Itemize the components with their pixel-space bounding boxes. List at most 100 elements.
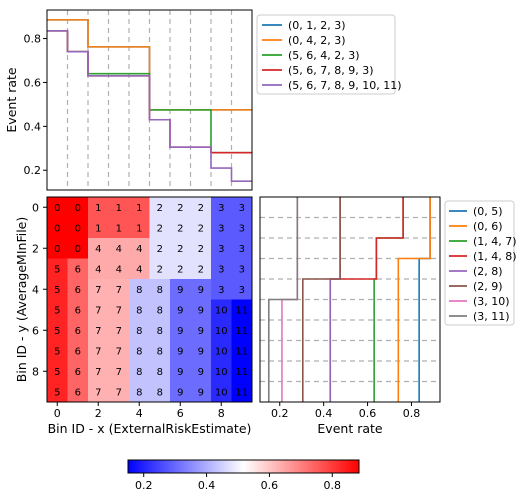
heatmap-cell bbox=[170, 361, 191, 382]
heatmap-cell bbox=[108, 320, 130, 341]
top-legend: (0, 1, 2, 3) (0, 4, 2, 3) (5, 6, 4, 2, 3) (… bbox=[256, 14, 402, 95]
heatmap-cell bbox=[211, 340, 232, 362]
heatmap-cell bbox=[47, 238, 68, 259]
x-tick-label: 0.4 bbox=[315, 407, 333, 420]
heatmap-cell bbox=[88, 197, 109, 218]
heatmap-cell bbox=[67, 340, 89, 362]
heatmap-cell bbox=[149, 340, 171, 362]
heatmap-cell bbox=[47, 279, 68, 300]
cell-label: 9 bbox=[198, 367, 204, 378]
heatmap-cell bbox=[67, 299, 89, 321]
legend-label: (1, 4, 7) bbox=[473, 235, 517, 248]
heatmap-cell bbox=[67, 381, 89, 403]
heatmap-cell bbox=[211, 258, 232, 280]
heatmap-cell bbox=[211, 361, 232, 382]
heatmap-cell bbox=[47, 381, 68, 403]
heatmap-cell bbox=[129, 279, 150, 300]
heatmap-cell bbox=[47, 340, 68, 362]
heatmap-cell bbox=[190, 197, 212, 218]
heatmap-x-axis-label: Bin ID - x (ExternalRiskEstimate) bbox=[48, 421, 252, 436]
cell-label: 9 bbox=[177, 285, 183, 296]
heatmap-cell bbox=[108, 197, 130, 218]
cell-label: 2 bbox=[198, 203, 204, 214]
colorbar: 0.2 0.4 0.6 0.8 bbox=[127, 459, 360, 492]
heatmap-cell bbox=[88, 258, 109, 280]
heatmap-cell bbox=[190, 258, 212, 280]
cell-label: 1 bbox=[136, 223, 142, 234]
y-tick-label: 0.8 bbox=[24, 33, 42, 46]
cell-label: 3 bbox=[218, 203, 224, 214]
heatmap-cell bbox=[88, 299, 109, 321]
cell-label: 9 bbox=[177, 367, 183, 378]
heatmap-frame bbox=[46, 196, 253, 403]
heatmap-cell bbox=[47, 320, 68, 341]
heatmap-cell bbox=[67, 197, 89, 218]
top-axes-frame bbox=[46, 9, 253, 191]
right-axes-frame bbox=[259, 196, 441, 403]
cell-label: 7 bbox=[116, 285, 122, 296]
heatmap-cell bbox=[88, 217, 109, 239]
cell-label: 6 bbox=[75, 326, 81, 337]
cell-label: 9 bbox=[177, 346, 183, 357]
heatmap-cell bbox=[149, 238, 171, 259]
heatmap-cell bbox=[211, 217, 232, 239]
heatmap-cell bbox=[170, 320, 191, 341]
cell-label: 3 bbox=[239, 285, 245, 296]
cell-label: 4 bbox=[136, 264, 142, 275]
cell-label: 9 bbox=[177, 305, 183, 316]
colorbar-gradient bbox=[127, 459, 360, 474]
heatmap-cell bbox=[149, 258, 171, 280]
heatmap-cell bbox=[129, 258, 150, 280]
heatmap-cell bbox=[129, 361, 150, 382]
cell-label: 5 bbox=[54, 264, 60, 275]
cell-label: 10 bbox=[215, 305, 228, 316]
heatmap-cell bbox=[149, 320, 171, 341]
heatmap-cell bbox=[190, 340, 212, 362]
cell-label: 3 bbox=[239, 264, 245, 275]
cell-label: 6 bbox=[75, 264, 81, 275]
top-y-axis-label: Event rate bbox=[4, 67, 19, 132]
cell-label: 2 bbox=[198, 223, 204, 234]
cell-label: 9 bbox=[198, 346, 204, 357]
cell-label: 11 bbox=[235, 326, 248, 337]
cell-label: 5 bbox=[54, 285, 60, 296]
heatmap-cell bbox=[231, 299, 253, 321]
x-tick-label: 4 bbox=[136, 407, 143, 420]
heatmap-cell bbox=[211, 299, 232, 321]
cell-label: 11 bbox=[235, 346, 248, 357]
heatmap-cell bbox=[170, 381, 191, 403]
heatmap-cell bbox=[231, 238, 253, 259]
cell-label: 0 bbox=[75, 244, 81, 255]
heatmap-axes: 0 0 1 1 1 2 2 2 3 30 0 1 1 1 2 2 2 3 30 0 4 4 4 2 2 2 3 35 6 4 4 4 2 2 2 3 3… bbox=[14, 196, 253, 436]
right-event-rate-axes: 0.2 0.4 0.6 0.8 Event rate bbox=[259, 196, 441, 436]
legend-label: (0, 6) bbox=[473, 220, 503, 233]
right-x-axis-label: Event rate bbox=[317, 421, 382, 436]
heatmap-cell bbox=[67, 258, 89, 280]
colorbar-tick-label: 0.8 bbox=[324, 479, 342, 492]
cell-label: 2 bbox=[157, 264, 163, 275]
heatmap-cell bbox=[88, 381, 109, 403]
heatmap-cell bbox=[108, 340, 130, 362]
heatmap-cell bbox=[190, 279, 212, 300]
heatmap-y-axis-label: Bin ID - y (AverageMInFile) bbox=[14, 217, 29, 382]
cell-label: 6 bbox=[75, 367, 81, 378]
heatmap-cell bbox=[190, 299, 212, 321]
cell-label: 8 bbox=[157, 285, 163, 296]
heatmap-cell bbox=[129, 320, 150, 341]
cell-label: 11 bbox=[235, 367, 248, 378]
heatmap-cell bbox=[149, 197, 171, 218]
cell-label: 3 bbox=[218, 264, 224, 275]
x-tick-label: 6 bbox=[177, 407, 184, 420]
legend-label: (2, 9) bbox=[473, 280, 503, 293]
y-tick-label: 8 bbox=[32, 365, 39, 378]
x-tick-label: 0.2 bbox=[271, 407, 289, 420]
cell-label: 1 bbox=[136, 203, 142, 214]
cell-label: 7 bbox=[95, 326, 101, 337]
y-tick-label: 0.6 bbox=[24, 76, 42, 89]
legend-frame bbox=[444, 200, 515, 326]
cell-label: 0 bbox=[54, 223, 60, 234]
heatmap-cell bbox=[231, 279, 253, 300]
cell-label: 5 bbox=[54, 387, 60, 398]
cell-label: 11 bbox=[235, 305, 248, 316]
heatmap-cell bbox=[67, 217, 89, 239]
